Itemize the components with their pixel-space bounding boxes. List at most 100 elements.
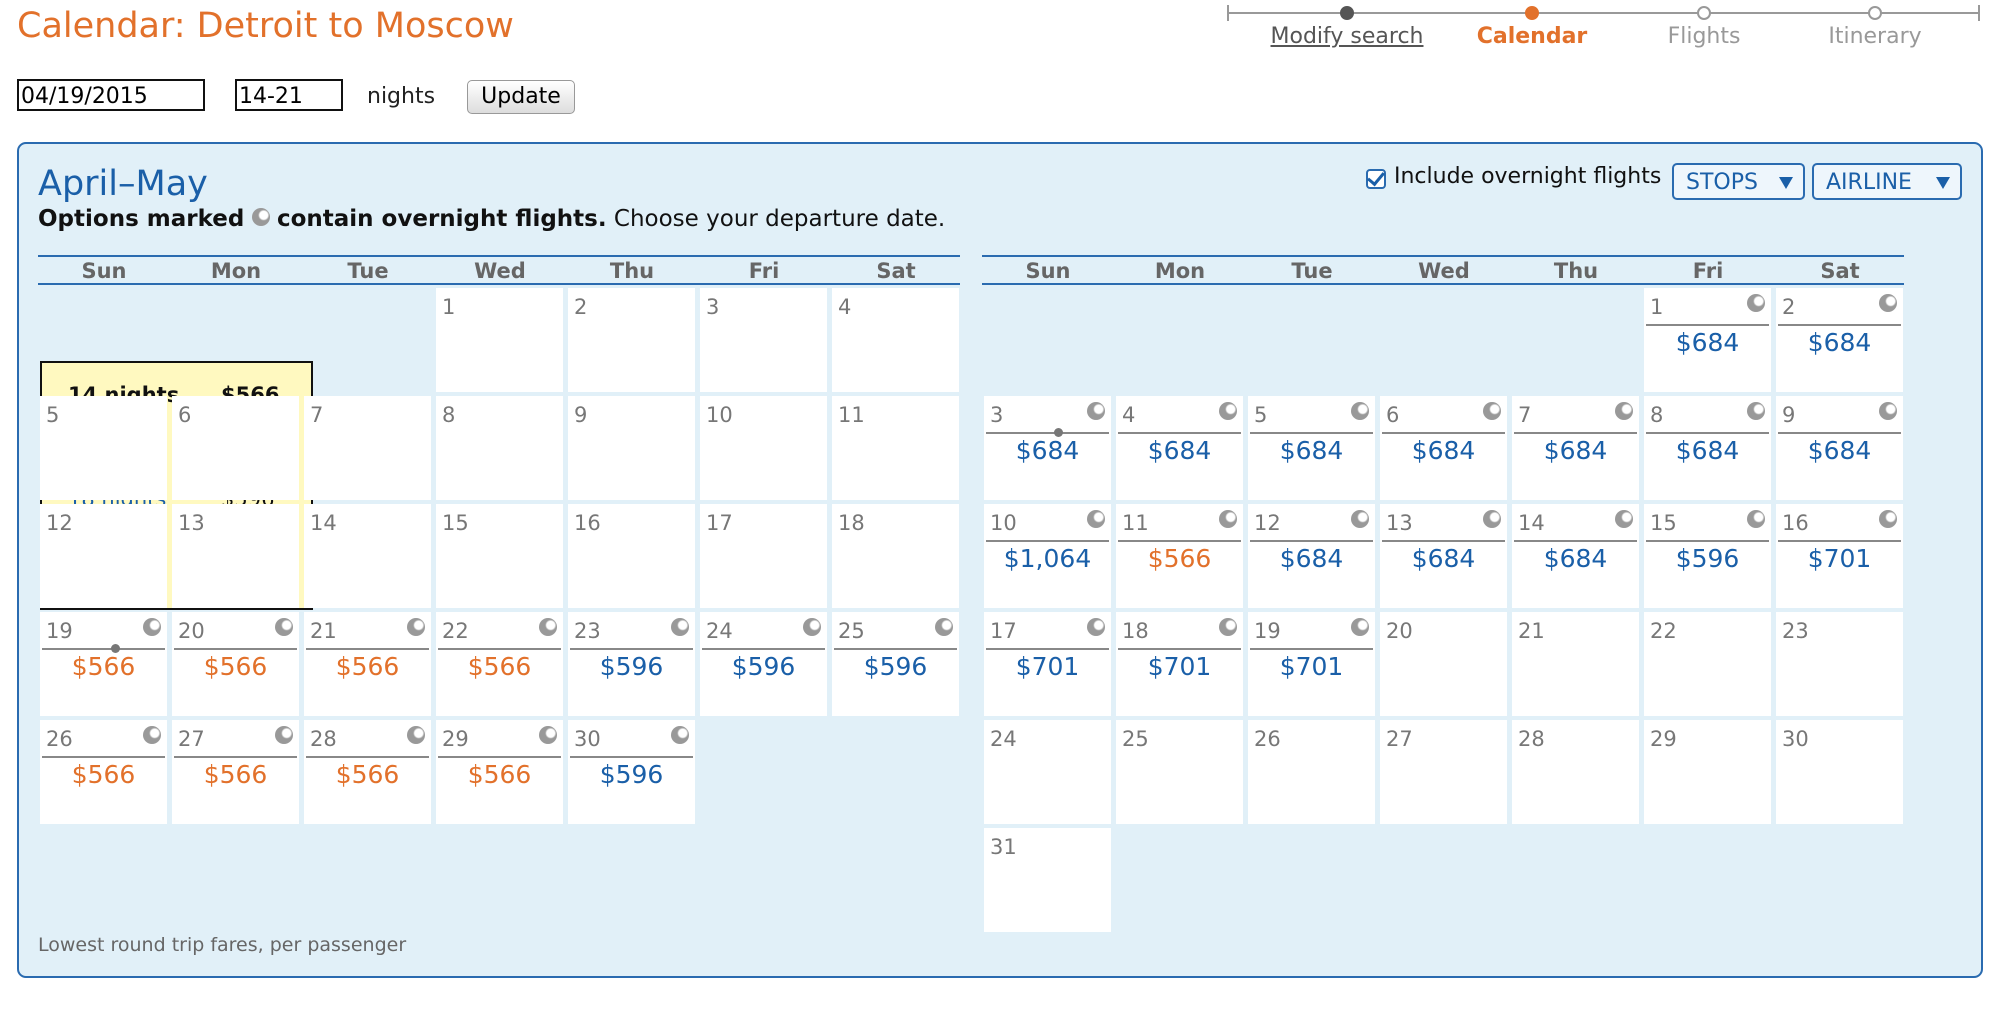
- day-cell: 3: [700, 288, 827, 392]
- day-number: 4: [838, 295, 852, 319]
- day-cell[interactable]: 8 $684: [1644, 396, 1771, 500]
- step-label[interactable]: Modify search: [1270, 24, 1424, 49]
- day-cell[interactable]: 9 $684: [1776, 396, 1903, 500]
- fare: $596: [731, 652, 796, 681]
- day-cell[interactable]: 25 $596: [832, 612, 959, 716]
- day-cell[interactable]: 12 $684: [1248, 504, 1375, 608]
- overnight-icon: [539, 618, 557, 636]
- overnight-icon: [1615, 510, 1633, 528]
- day-cell[interactable]: 21 $566: [304, 612, 431, 716]
- day-cell: 24: [984, 720, 1111, 824]
- fare: $566: [335, 760, 400, 789]
- header-rule: [38, 255, 960, 257]
- notice-bold: contain overnight flights.: [276, 206, 607, 232]
- day-cell[interactable]: 19 $701: [1248, 612, 1375, 716]
- day-number: 27: [1386, 727, 1413, 751]
- overnight-checkbox[interactable]: [1366, 167, 1386, 189]
- day-cell[interactable]: 16 $701: [1776, 504, 1903, 608]
- fare: $684: [1543, 436, 1608, 465]
- day-cell[interactable]: 20 $566: [172, 612, 299, 716]
- day-cell[interactable]: 18 $701: [1116, 612, 1243, 716]
- weekday: Tue: [347, 259, 389, 283]
- day-cell: 12: [40, 504, 167, 608]
- day-number: 1: [1650, 295, 1664, 319]
- day-cell[interactable]: 7 $684: [1512, 396, 1639, 500]
- day-number: 12: [46, 511, 73, 535]
- weekday: Sat: [876, 259, 916, 283]
- day-cell[interactable]: 28 $566: [304, 720, 431, 824]
- overnight-icon: [935, 618, 953, 636]
- day-cell[interactable]: 10 $1,064: [984, 504, 1111, 608]
- day-cell[interactable]: 17 $701: [984, 612, 1111, 716]
- footer-note: Lowest round trip fares, per passenger: [38, 934, 407, 956]
- dropdown-arrow: [1779, 177, 1793, 189]
- day-cell[interactable]: 4 $684: [1116, 396, 1243, 500]
- day-cell[interactable]: 19 $566: [40, 612, 167, 716]
- overnight-icon: [1747, 402, 1765, 420]
- overnight-icon: [1351, 618, 1369, 636]
- day-cell[interactable]: 26 $566: [40, 720, 167, 824]
- airline-dropdown[interactable]: AIRLINE: [1812, 163, 1962, 200]
- fare: $684: [1675, 436, 1740, 465]
- day-cell[interactable]: 22 $566: [436, 612, 563, 716]
- day-cell[interactable]: 11 $566: [1116, 504, 1243, 608]
- day-number: 15: [1650, 511, 1677, 535]
- fare: $701: [1807, 544, 1872, 573]
- airline-label: AIRLINE: [1826, 170, 1912, 195]
- overnight-icon: [1483, 510, 1501, 528]
- nights-label: nights: [367, 84, 436, 109]
- update-button[interactable]: Update: [467, 80, 575, 114]
- page-title: Calendar: Detroit to Moscow: [17, 6, 514, 46]
- day-cell: 9: [568, 396, 695, 500]
- day-number: 30: [1782, 727, 1809, 751]
- day-number: 28: [1518, 727, 1545, 751]
- overnight-icon: [1219, 618, 1237, 636]
- nights-input[interactable]: 14-21: [235, 79, 343, 111]
- progress-tick: [1978, 5, 1980, 21]
- day-cell[interactable]: 3 $684: [984, 396, 1111, 500]
- day-cell: 22: [1644, 612, 1771, 716]
- day-cell[interactable]: 6 $684: [1380, 396, 1507, 500]
- day-rule: [174, 648, 297, 650]
- day-cell[interactable]: 15 $596: [1644, 504, 1771, 608]
- weekday: Wed: [1418, 259, 1470, 283]
- day-cell: 21: [1512, 612, 1639, 716]
- day-rule: [1514, 432, 1637, 434]
- day-rule: [1250, 432, 1373, 434]
- day-number: 6: [178, 403, 192, 427]
- day-cell[interactable]: 13 $684: [1380, 504, 1507, 608]
- day-rule: [306, 756, 429, 758]
- day-number: 10: [706, 403, 733, 427]
- fare: $566: [203, 760, 268, 789]
- fare: $596: [863, 652, 928, 681]
- day-rule: [1250, 540, 1373, 542]
- fare: $566: [71, 652, 136, 681]
- stops-dropdown[interactable]: STOPS: [1672, 163, 1805, 200]
- day-number: 7: [1518, 403, 1532, 427]
- day-number: 16: [1782, 511, 1809, 535]
- day-cell[interactable]: 23 $596: [568, 612, 695, 716]
- day-cell[interactable]: 29 $566: [436, 720, 563, 824]
- day-cell[interactable]: 1 $684: [1644, 288, 1771, 392]
- day-cell[interactable]: 14 $684: [1512, 504, 1639, 608]
- date-input[interactable]: 04/19/2015: [17, 79, 205, 111]
- day-number: 9: [574, 403, 588, 427]
- fare: $1,064: [1003, 544, 1092, 573]
- day-cell[interactable]: 27 $566: [172, 720, 299, 824]
- day-number: 15: [442, 511, 469, 535]
- day-cell: 30: [1776, 720, 1903, 824]
- day-rule: [174, 756, 297, 758]
- day-cell[interactable]: 5 $684: [1248, 396, 1375, 500]
- day-number: 23: [574, 619, 601, 643]
- day-cell[interactable]: 30 $596: [568, 720, 695, 824]
- weekday: Fri: [748, 259, 780, 283]
- day-number: 30: [574, 727, 601, 751]
- overnight-icon: [1219, 510, 1237, 528]
- day-cell[interactable]: 2 $684: [1776, 288, 1903, 392]
- overnight-icon: [1087, 402, 1105, 420]
- day-cell: 1: [436, 288, 563, 392]
- day-number: 16: [574, 511, 601, 535]
- day-cell: 16: [568, 504, 695, 608]
- day-cell[interactable]: 24 $596: [700, 612, 827, 716]
- day-cell: 11: [832, 396, 959, 500]
